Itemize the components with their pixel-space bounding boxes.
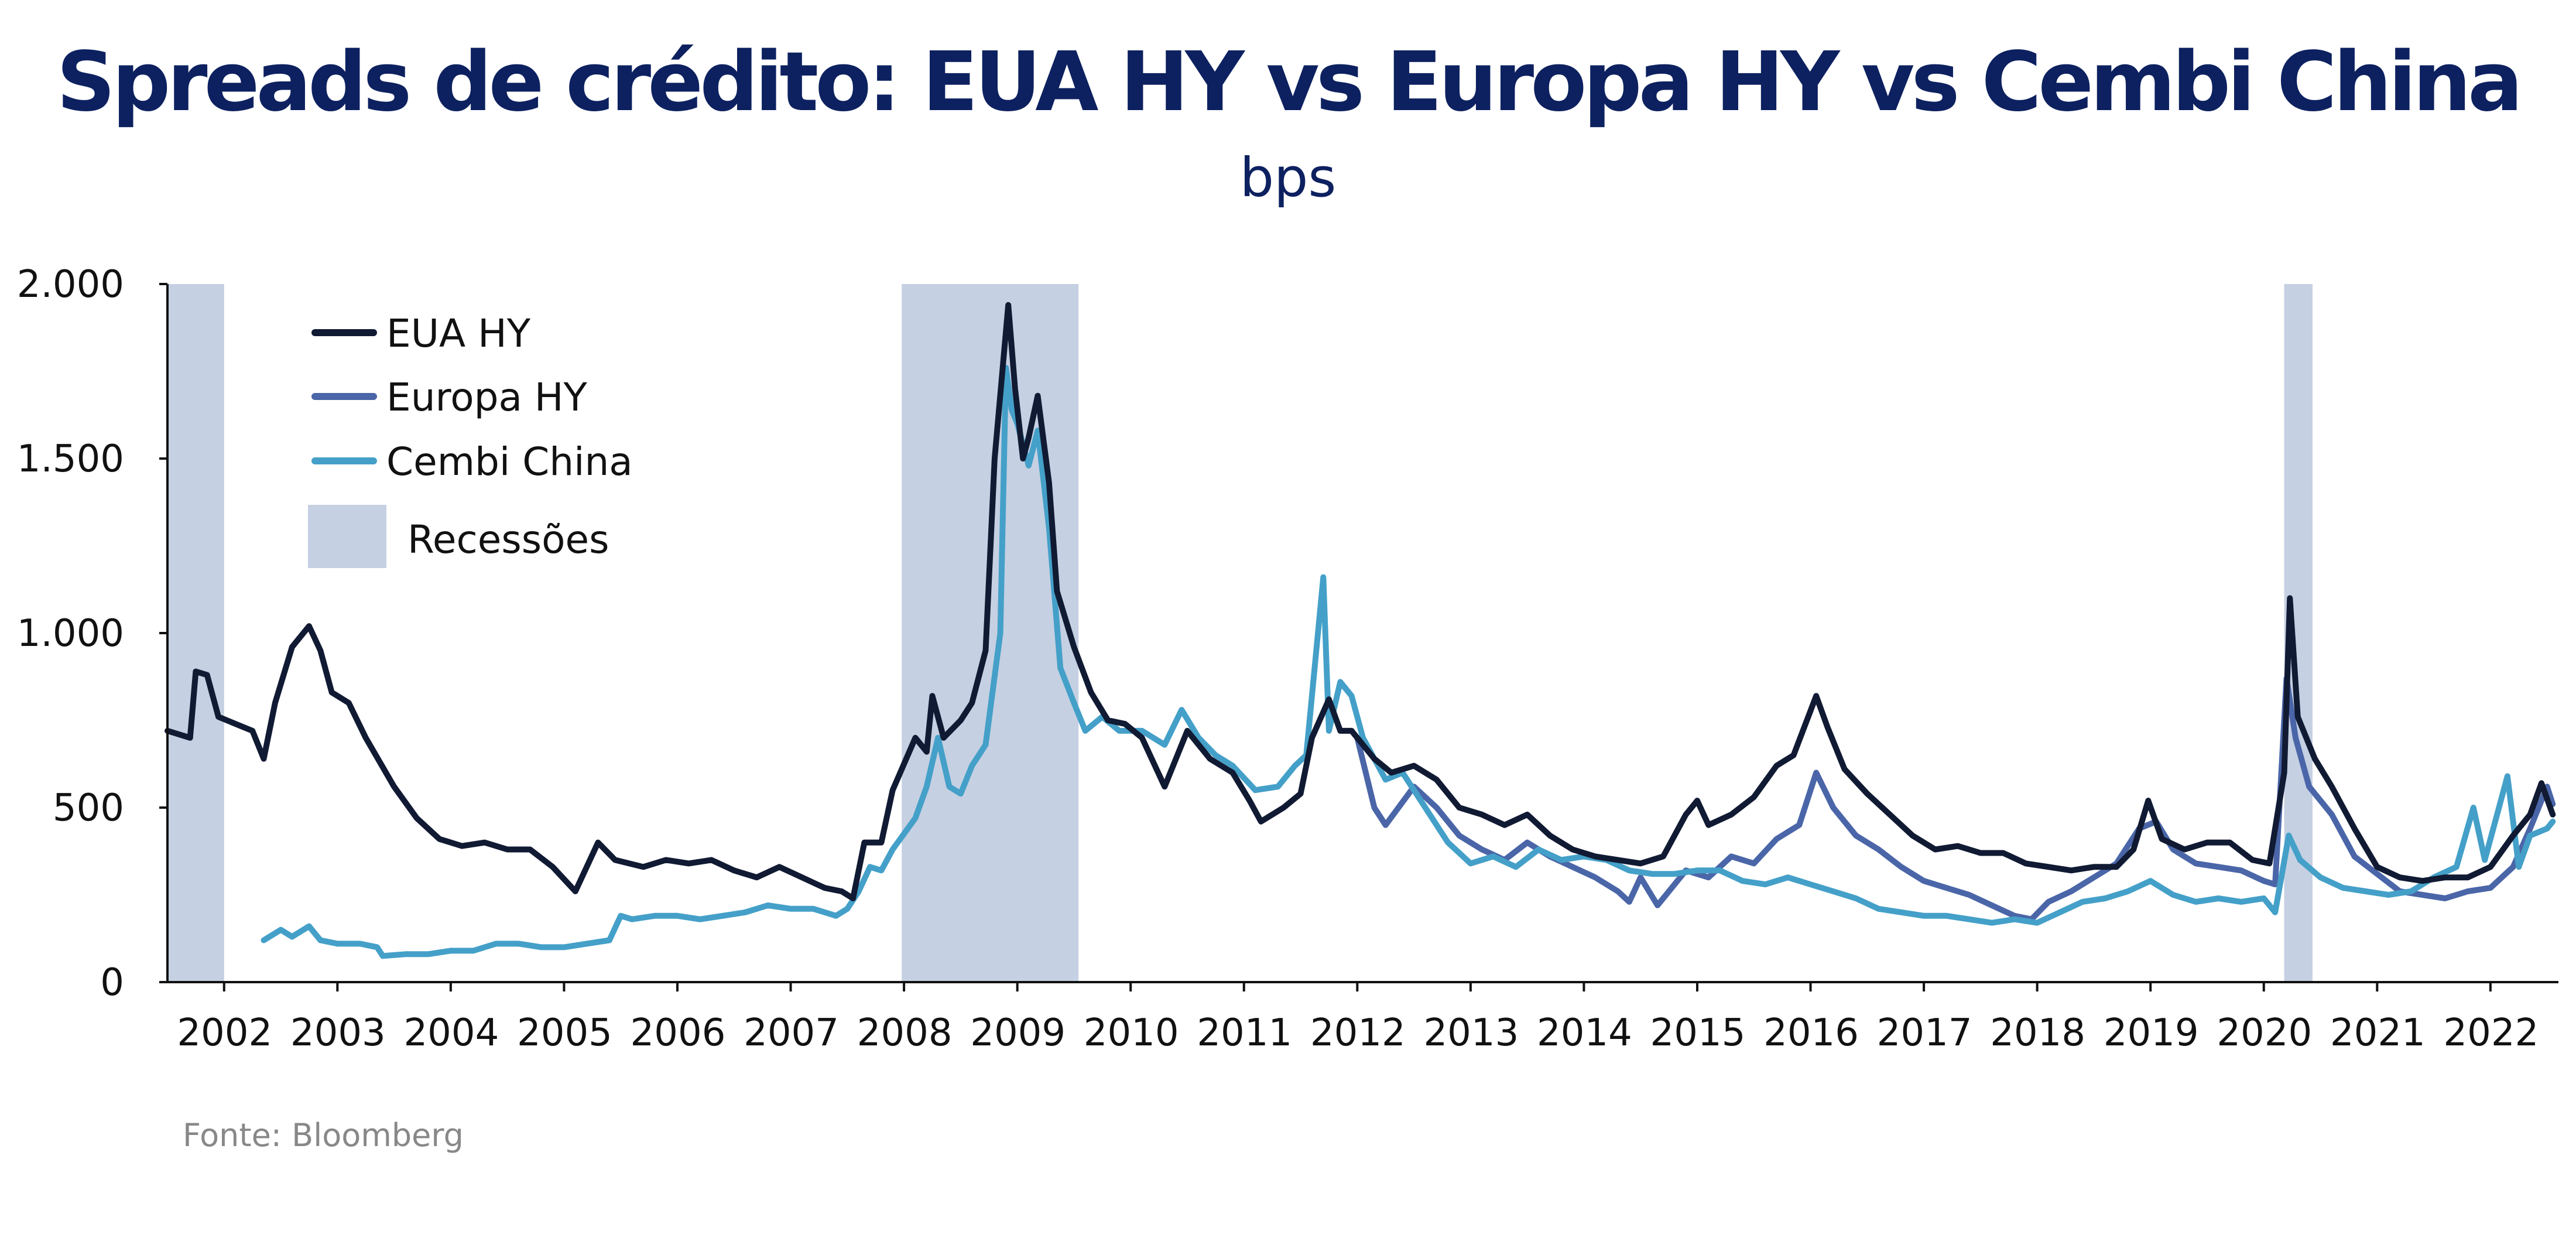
series-lines bbox=[165, 302, 2556, 959]
x-tick-label: 2021 bbox=[2330, 1011, 2426, 1055]
y-tick-label: 1.000 bbox=[17, 612, 124, 655]
x-tick-label: 2010 bbox=[1084, 1011, 1179, 1055]
x-tick-label: 2019 bbox=[2104, 1011, 2199, 1055]
chart-title: Spreads de crédito: EUA HY vs Europa HY … bbox=[56, 35, 2519, 130]
x-tick-label: 2009 bbox=[970, 1011, 1066, 1055]
x-tick-label: 2015 bbox=[1650, 1011, 1746, 1055]
y-tick-label: 500 bbox=[53, 787, 124, 830]
series-line-europa-hy bbox=[1354, 675, 2556, 922]
x-tick-label: 2005 bbox=[517, 1011, 612, 1055]
x-tick-label: 2002 bbox=[177, 1011, 272, 1055]
y-tick-label: 2.000 bbox=[17, 263, 124, 306]
series-line-cembi-china bbox=[261, 365, 2556, 959]
y-axis-ticks: 0 500 1.000 1.500 2.000 bbox=[17, 263, 167, 1004]
x-tick-label: 2017 bbox=[1877, 1011, 1972, 1055]
recession-band-2 bbox=[902, 284, 1079, 982]
x-tick-label: 2013 bbox=[1423, 1011, 1519, 1055]
x-tick-label: 2022 bbox=[2443, 1011, 2539, 1055]
source-note: Fonte: Bloomberg bbox=[183, 1117, 464, 1154]
legend-label-eua-hy: EUA HY bbox=[386, 311, 531, 356]
chart-subtitle: bps bbox=[1240, 146, 1337, 209]
x-tick-label: 2016 bbox=[1763, 1011, 1859, 1055]
x-axis-ticks: 2002 2003 2004 2005 2006 2007 2008 2009 2010 2011… bbox=[177, 982, 2539, 1055]
recession-bands bbox=[167, 284, 2313, 982]
legend-swatch-recessions bbox=[308, 505, 386, 568]
x-tick-label: 2003 bbox=[290, 1011, 386, 1055]
y-tick-label: 0 bbox=[100, 961, 124, 1004]
legend-label-europa-hy: Europa HY bbox=[386, 375, 588, 420]
series-line-eua-hy bbox=[165, 302, 2556, 901]
legend-label-cembi-china: Cembi China bbox=[386, 439, 633, 484]
y-tick-label: 1.500 bbox=[17, 437, 124, 481]
x-tick-label: 2011 bbox=[1197, 1011, 1292, 1055]
x-tick-label: 2014 bbox=[1537, 1011, 1632, 1055]
x-tick-label: 2008 bbox=[857, 1011, 953, 1055]
x-tick-label: 2004 bbox=[403, 1011, 499, 1055]
x-tick-label: 2012 bbox=[1310, 1011, 1406, 1055]
legend: EUA HY Europa HY Cembi China Recessões bbox=[308, 311, 633, 568]
x-tick-label: 2018 bbox=[1990, 1011, 2085, 1055]
recession-band-1 bbox=[167, 284, 224, 982]
x-tick-label: 2020 bbox=[2217, 1011, 2312, 1055]
x-tick-label: 2006 bbox=[631, 1011, 726, 1055]
legend-label-recessions: Recessões bbox=[407, 517, 609, 562]
x-tick-label: 2007 bbox=[744, 1011, 839, 1055]
